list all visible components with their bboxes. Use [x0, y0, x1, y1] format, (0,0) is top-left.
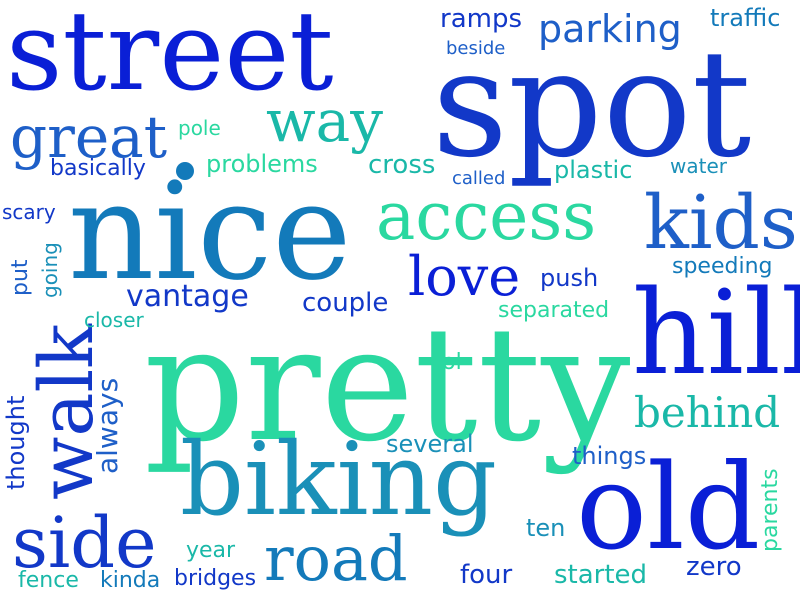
word-love: love	[408, 245, 521, 308]
word-traffic: traffic	[710, 4, 781, 32]
word-pole: pole	[178, 116, 221, 140]
word-street: street	[6, 0, 334, 115]
word-zero: zero	[686, 552, 742, 582]
word-several: several	[386, 430, 474, 458]
word-side: side	[12, 502, 157, 584]
word-nice: nice	[68, 154, 352, 310]
word-parking: parking	[538, 7, 682, 51]
word-going: going	[38, 242, 62, 298]
word-lol: lol	[436, 350, 462, 375]
word-ten: ten	[526, 514, 566, 542]
word-four: four	[460, 560, 513, 590]
word-hill: hill	[632, 266, 800, 401]
word-behind: behind	[634, 388, 781, 437]
word-water: water	[670, 154, 727, 178]
word-old: old	[576, 438, 761, 576]
word-speeding: speeding	[672, 254, 773, 279]
word-push: push	[540, 264, 599, 292]
word-kids: kids	[644, 180, 798, 266]
word-problems: problems	[206, 150, 318, 178]
word-plastic: plastic	[554, 156, 633, 184]
word-kinda: kinda	[100, 568, 161, 593]
word-always: always	[91, 377, 124, 474]
word-ramps: ramps	[440, 4, 522, 34]
word-things: things	[572, 442, 647, 470]
word-fence: fence	[18, 568, 79, 593]
word-spot: spot	[432, 18, 752, 190]
word-beside: beside	[446, 38, 506, 59]
word-put: put	[8, 259, 33, 296]
word-year: year	[186, 538, 236, 563]
word-way: way	[266, 87, 383, 155]
word-called: called	[452, 168, 506, 189]
dot-mark	[176, 162, 194, 180]
word-parents: parents	[758, 468, 783, 552]
word-basically: basically	[50, 156, 146, 181]
word-bridges: bridges	[174, 566, 257, 591]
word-pretty: pretty	[144, 293, 631, 477]
word-scary: scary	[2, 200, 56, 224]
word-cross: cross	[368, 150, 436, 180]
word-vantage: vantage	[126, 279, 249, 314]
word-road: road	[264, 522, 408, 595]
word-separated: separated	[498, 298, 610, 323]
word-couple: couple	[302, 288, 389, 318]
word-closer: closer	[84, 308, 144, 332]
word-biking: biking	[180, 421, 497, 538]
word-started: started	[554, 560, 648, 590]
word-access: access	[376, 178, 597, 255]
word-thought: thought	[2, 395, 30, 490]
word-great: great	[10, 103, 168, 171]
